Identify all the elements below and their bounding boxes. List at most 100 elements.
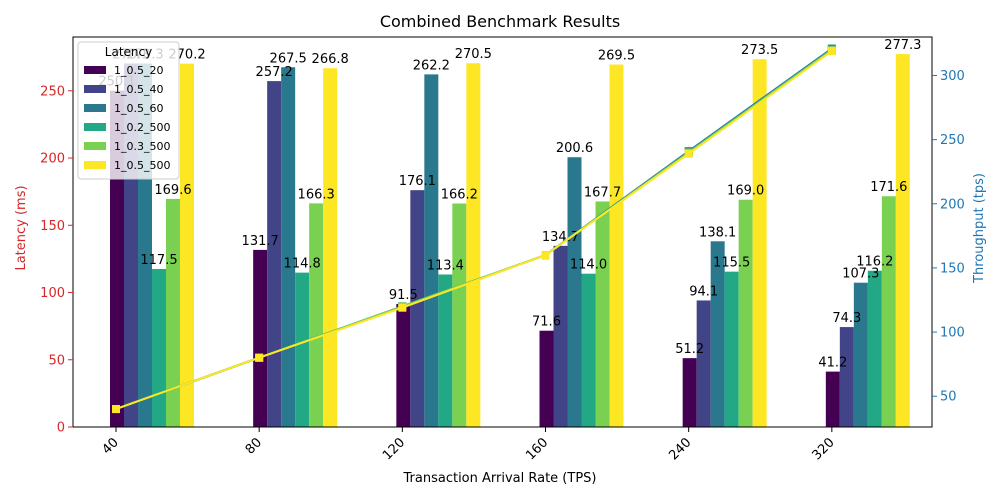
bar-value-label: 269.5 bbox=[598, 49, 635, 64]
throughput-line bbox=[115, 50, 833, 410]
throughput-marker bbox=[827, 47, 836, 56]
y2-axis-label: Throughput (tps) bbox=[972, 173, 987, 284]
bar-value-label: 74.3 bbox=[832, 311, 861, 326]
y-tick-label: 100 bbox=[40, 286, 65, 301]
x-tick-label: 240 bbox=[666, 435, 694, 463]
legend-label: 1_0.2_500 bbox=[114, 121, 171, 134]
bar-value-label: 166.3 bbox=[298, 187, 335, 202]
bar bbox=[853, 282, 868, 427]
bar bbox=[825, 371, 840, 427]
throughput-marker bbox=[541, 251, 550, 260]
x-tick-label: 320 bbox=[809, 435, 837, 463]
legend-swatch bbox=[84, 66, 106, 74]
bar bbox=[609, 64, 624, 427]
bar bbox=[410, 190, 425, 427]
bar bbox=[738, 199, 753, 427]
chart-title: Combined Benchmark Results bbox=[380, 12, 620, 31]
y2-tick-label: 100 bbox=[940, 326, 965, 341]
legend-label: 1_0.5_40 bbox=[114, 83, 164, 96]
throughput-marker bbox=[255, 353, 264, 362]
bar bbox=[424, 74, 439, 428]
y2-tick-label: 250 bbox=[940, 133, 965, 148]
bar-value-label: 169.6 bbox=[154, 183, 191, 198]
y2-tick-label: 150 bbox=[940, 261, 965, 276]
y-axis-label: Latency (ms) bbox=[14, 185, 29, 270]
throughput-line-layer bbox=[112, 44, 836, 414]
y-tick-label: 250 bbox=[40, 84, 65, 99]
bar-value-label: 257.2 bbox=[256, 65, 293, 80]
legend-swatch bbox=[84, 123, 106, 131]
bar bbox=[724, 271, 739, 427]
bar bbox=[323, 68, 338, 427]
x-axis-label: Transaction Arrival Rate (TPS) bbox=[403, 471, 597, 486]
y-tick-label: 0 bbox=[57, 421, 65, 436]
x-tick-label: 80 bbox=[243, 435, 265, 457]
legend: Latency 1_0.5_20 1_0.5_40 1_0.5_60 1_0.2_500… bbox=[77, 41, 180, 180]
legend-title: Latency bbox=[105, 45, 152, 59]
bar-value-label: 277.3 bbox=[884, 38, 921, 53]
bar-value-label: 117.5 bbox=[140, 253, 177, 268]
bar bbox=[567, 157, 582, 427]
x-tick-label: 40 bbox=[100, 435, 122, 457]
bar bbox=[539, 330, 554, 427]
bar bbox=[396, 303, 411, 427]
throughput-marker bbox=[112, 405, 120, 414]
bar-value-label: 273.5 bbox=[741, 43, 778, 58]
legend-label: 1_0.5_20 bbox=[114, 64, 164, 77]
legend-label: 1_0.5_500 bbox=[114, 159, 171, 172]
bar-value-label: 114.8 bbox=[284, 257, 321, 272]
bar-value-label: 91.5 bbox=[389, 288, 418, 303]
bar bbox=[166, 198, 180, 427]
bar-value-label: 266.8 bbox=[312, 52, 349, 67]
bar bbox=[281, 67, 296, 428]
bar bbox=[881, 196, 896, 427]
bar-value-label: 116.2 bbox=[856, 255, 893, 270]
bar-value-label: 107.3 bbox=[842, 267, 879, 282]
bar bbox=[710, 241, 725, 427]
y-tick-label: 150 bbox=[40, 219, 65, 234]
bar-value-label: 169.0 bbox=[727, 184, 764, 199]
bar-value-label: 41.2 bbox=[818, 356, 847, 371]
bar bbox=[839, 327, 854, 427]
bar bbox=[867, 270, 882, 427]
legend-swatch bbox=[84, 104, 106, 112]
bar bbox=[696, 300, 711, 427]
throughput-marker bbox=[684, 149, 693, 158]
legend-swatch bbox=[84, 85, 106, 93]
bar-value-label: 94.1 bbox=[689, 284, 718, 299]
bar bbox=[309, 203, 324, 427]
legend-swatch bbox=[84, 142, 106, 150]
bar bbox=[267, 81, 282, 427]
bar bbox=[682, 358, 697, 427]
bar-value-label: 167.7 bbox=[584, 185, 621, 200]
bar-layer bbox=[110, 54, 910, 428]
bar-value-label: 134.7 bbox=[542, 230, 579, 245]
bar-value-label: 71.6 bbox=[532, 315, 561, 330]
bar bbox=[152, 268, 166, 427]
legend-swatch bbox=[84, 161, 106, 169]
bar bbox=[180, 63, 194, 427]
x-tick-label: 120 bbox=[380, 435, 408, 463]
bar-value-label: 166.2 bbox=[441, 187, 478, 202]
y2-tick-label: 200 bbox=[940, 197, 965, 212]
bar bbox=[295, 272, 310, 427]
bar bbox=[438, 274, 453, 427]
bar-value-label: 200.6 bbox=[556, 141, 593, 156]
bar bbox=[553, 245, 568, 427]
bar-label-layer: 250.1131.791.571.651.241.2270.3257.2176.… bbox=[98, 38, 921, 371]
plot-frame bbox=[72, 36, 933, 428]
y-tick-label: 200 bbox=[40, 152, 65, 167]
bar-value-label: 131.7 bbox=[242, 234, 279, 249]
throughput-marker bbox=[398, 303, 407, 312]
bar bbox=[895, 54, 910, 427]
bar bbox=[581, 273, 596, 427]
bar-value-label: 262.2 bbox=[413, 58, 450, 73]
bar bbox=[466, 63, 481, 428]
bar-value-label: 114.0 bbox=[570, 258, 607, 273]
bar bbox=[452, 203, 467, 427]
legend-label: 1_0.3_500 bbox=[114, 140, 171, 153]
y2-tick-label: 50 bbox=[940, 390, 957, 405]
bar-value-label: 270.5 bbox=[455, 47, 492, 62]
bar bbox=[253, 249, 268, 427]
